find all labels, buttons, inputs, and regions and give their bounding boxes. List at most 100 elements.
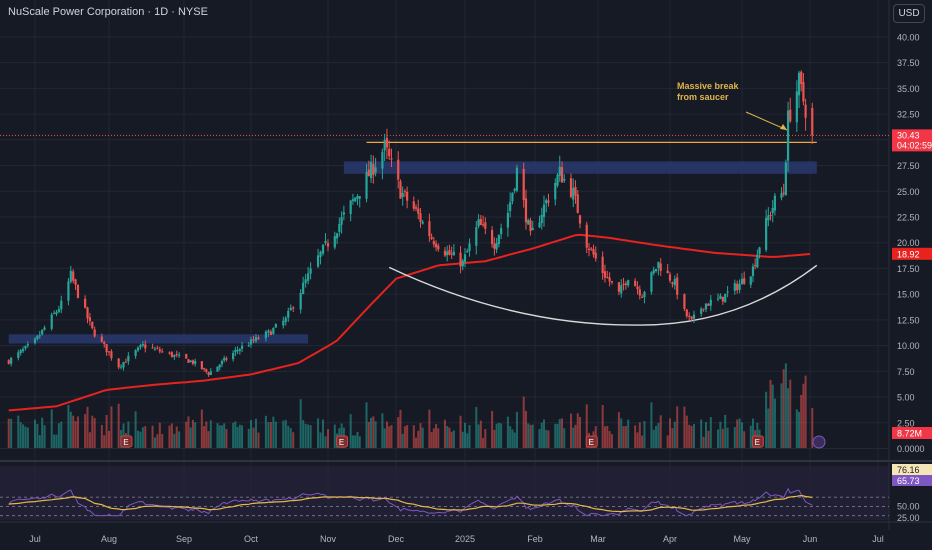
candle-body — [683, 294, 686, 309]
candle-body — [349, 200, 352, 215]
volume-bar — [388, 426, 391, 448]
candle-body — [800, 71, 803, 85]
volume-bar — [511, 429, 514, 448]
candle-body — [624, 283, 627, 285]
volume-bar — [685, 415, 688, 448]
candle-body — [692, 314, 696, 319]
volume-bar — [693, 423, 695, 448]
candle-body — [459, 252, 462, 267]
candle-body — [33, 338, 37, 344]
volume-bar — [782, 369, 785, 448]
current-price-value: 30.43 — [897, 130, 920, 140]
volume-bar — [624, 425, 627, 448]
volume-bar — [282, 420, 285, 448]
volume-bar — [610, 434, 613, 448]
rsi-ma-line — [8, 494, 813, 513]
volume-bar — [673, 421, 676, 448]
annotation-arrowhead — [780, 124, 787, 130]
candle-body — [287, 310, 290, 318]
candle-body — [622, 283, 625, 285]
candle-body — [333, 236, 336, 248]
volume-bar — [299, 399, 302, 448]
volume-bar — [669, 418, 671, 448]
volume-bar — [724, 414, 727, 448]
candle-body — [141, 344, 144, 346]
volume-bar — [572, 427, 575, 448]
earnings-marker-label: E — [589, 438, 594, 447]
candle-body — [421, 221, 424, 224]
candle-body — [238, 349, 241, 352]
ma-value-badge — [892, 247, 932, 260]
volume-bar — [448, 427, 451, 448]
volume-bar — [401, 433, 404, 448]
candle-body — [367, 169, 370, 177]
candle-body — [479, 218, 482, 226]
price-tick-label: 10.00 — [897, 341, 920, 351]
rsi-band — [0, 466, 889, 520]
volume-bar — [333, 424, 336, 448]
candle-body — [110, 351, 113, 359]
volume-bar — [22, 424, 25, 448]
volume-bar — [497, 422, 500, 448]
candle-body — [189, 360, 192, 362]
volume-bar — [515, 411, 518, 448]
volume-bar — [802, 383, 805, 448]
candle-body — [414, 207, 418, 209]
volume-bar — [189, 427, 192, 448]
volume-bar — [419, 423, 422, 448]
volume-bar — [450, 431, 453, 448]
candle-body — [716, 298, 720, 300]
candle-body — [403, 191, 407, 193]
volume-bar — [641, 435, 644, 448]
volume-bar — [601, 404, 604, 448]
candle-body — [100, 336, 103, 342]
volume-bar — [576, 413, 579, 448]
volume-bar — [168, 425, 171, 448]
candle-body — [709, 299, 712, 306]
candle-body — [103, 342, 106, 345]
volume-bar — [238, 424, 241, 448]
candle-body — [506, 212, 510, 228]
time-tick-label: Oct — [244, 534, 259, 544]
time-tick-label: Feb — [527, 534, 543, 544]
candle-body — [542, 204, 546, 217]
volume-bar — [117, 403, 120, 448]
candle-body — [161, 351, 164, 353]
time-tick-label: 2025 — [455, 534, 475, 544]
candle-body — [139, 345, 142, 348]
volume-bar — [603, 426, 606, 448]
volume-bar — [765, 391, 768, 448]
volume-bar — [743, 431, 746, 448]
volume-bar — [437, 428, 440, 448]
volume-bar — [254, 418, 257, 448]
volume-bar — [543, 419, 545, 448]
volume-bar — [225, 429, 228, 448]
candle-body — [659, 263, 662, 271]
volume-bar — [161, 433, 164, 448]
volume-series — [7, 363, 814, 448]
volume-bar — [622, 426, 625, 448]
candle-body — [88, 317, 92, 322]
volume-bar — [657, 423, 660, 448]
volume-bar — [209, 420, 212, 448]
volume-bar — [415, 437, 418, 448]
symbol-title[interactable]: NuScale Power Corporation · 1D · NYSE — [8, 6, 208, 18]
volume-bar — [771, 384, 774, 448]
candle-body — [481, 224, 485, 226]
volume-bar — [769, 379, 772, 448]
volume-bar — [432, 428, 435, 448]
candle-body — [638, 289, 641, 296]
candle-body — [724, 293, 727, 303]
volume-bar — [749, 425, 752, 448]
currency-button[interactable]: USD — [893, 4, 925, 23]
volume-bar — [324, 436, 327, 448]
candle-body — [606, 277, 609, 279]
volume-bar — [36, 424, 39, 448]
volume-bar — [203, 426, 206, 448]
candle-body — [428, 221, 431, 237]
volume-bar — [93, 418, 96, 448]
candle-body — [41, 329, 44, 335]
volume-bar — [372, 416, 375, 448]
